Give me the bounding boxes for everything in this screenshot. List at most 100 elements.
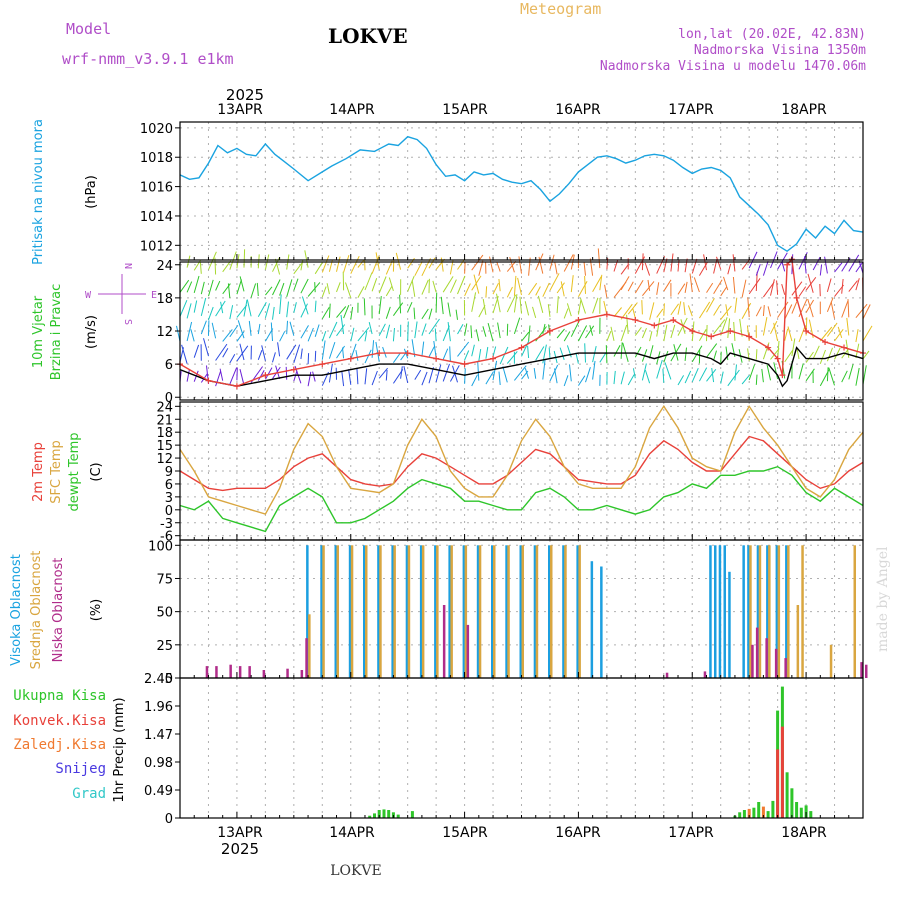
high_cloud-bar (590, 561, 594, 678)
wind-arrow (812, 345, 820, 359)
conv_precip-bar (776, 749, 780, 818)
wind-arrow (300, 259, 304, 271)
wind-arrow (264, 303, 270, 319)
wind-arrow (734, 297, 738, 313)
wind-arrow (321, 340, 326, 360)
wind-arrow (378, 323, 386, 336)
wind-arrow (755, 271, 758, 292)
low_cloud-bar (860, 662, 863, 678)
mid_cloud-bar (308, 614, 311, 678)
wind-arrow (248, 320, 252, 336)
low_cloud-bar (238, 666, 242, 678)
gust-marker (793, 294, 800, 301)
wind-arrow (506, 260, 517, 272)
y-tick-label: 9 (165, 465, 173, 480)
wind-arrow (342, 347, 345, 359)
wind-arrow (777, 252, 788, 270)
wind-arrow (499, 346, 509, 365)
high_cloud-bar (709, 545, 712, 678)
wind-arrow (378, 276, 387, 294)
mid_cloud-bar (407, 545, 411, 678)
wind-arrow (620, 276, 630, 291)
wind-arrow (677, 301, 682, 315)
wind-arrow (421, 308, 429, 320)
wind-arrow (848, 280, 858, 292)
wind-arrow (364, 349, 372, 364)
wind-arrow (784, 304, 793, 320)
wind-arrow (239, 368, 245, 386)
wind-arrow (285, 366, 288, 380)
wind-arrow (368, 321, 373, 335)
wind-arrow (798, 286, 807, 297)
wind-arrow (434, 328, 437, 342)
high_cloud-bar (742, 545, 745, 678)
wind-arrow (634, 327, 642, 336)
top-day-labels: 13APR 14APR 15APR 16APR 17APR 18APR (217, 102, 827, 118)
wind-arrow (585, 367, 591, 383)
wind-arrow (862, 350, 870, 360)
wind-arrow (442, 348, 449, 360)
gust-marker (347, 355, 354, 362)
wind-arrow (698, 329, 707, 341)
wind-arrow (279, 294, 282, 315)
wind-arrow (428, 367, 434, 384)
total_precip-bar (790, 788, 794, 818)
wind-arrow (517, 277, 522, 296)
chart-title: Meteogram (520, 0, 601, 18)
wind-arrow (256, 282, 259, 297)
wind-arrow (862, 325, 873, 342)
wind-arrow (535, 346, 545, 361)
wind-arrow (741, 279, 747, 298)
wind-arrow (781, 283, 786, 295)
wind-arrow (314, 350, 317, 362)
wind-arrow (229, 367, 238, 385)
wind-arrow (656, 255, 666, 274)
wind-arrow (687, 305, 693, 317)
wind-arrow (610, 326, 615, 341)
temp-ylabel: 2m Temp SFC Temp dewpt Temp (C) (31, 432, 104, 511)
wind-subtitle: Brzina i Pravac (49, 284, 64, 381)
high_cloud-bar (348, 545, 352, 678)
wind-arrow (513, 294, 518, 313)
wind-arrow (563, 331, 571, 342)
wind-arrow (336, 256, 341, 272)
wind-arrow (447, 322, 451, 342)
wind-arrow (748, 364, 756, 381)
wind-arrow (447, 302, 451, 317)
high_cloud-bar (718, 545, 722, 678)
wind-arrow (620, 371, 625, 385)
wind-arrow (407, 275, 415, 292)
wind-arrow (229, 325, 239, 338)
gust-marker (779, 372, 786, 379)
wind-arrow (464, 350, 470, 361)
wind-arrow (286, 301, 289, 318)
wind-arrow (400, 366, 403, 379)
wind-arrow (239, 276, 245, 292)
total_precip-bar (738, 812, 742, 818)
model-name: wrf-nmm_v3.9.1 e1km (62, 50, 234, 68)
wind-arrow (513, 275, 517, 296)
wind-arrow (382, 346, 387, 358)
total_precip-bar (804, 805, 808, 818)
wind-arrow (828, 367, 835, 386)
wind-arrow (641, 328, 647, 339)
wind-arrow (326, 283, 330, 295)
y-tick-label: 25 (156, 639, 173, 654)
wind-arrow (613, 307, 622, 318)
wind-arrow (485, 346, 489, 359)
model-label: Model (66, 20, 111, 38)
mid_cloud-bar (322, 545, 325, 678)
wind-arrow (691, 258, 698, 274)
precip-ylabel: 1hr Precip (mm) Ukupna Kisa Konvek.Kisa … (13, 688, 127, 803)
wind-arrow (819, 283, 821, 297)
wind-arrow (577, 299, 582, 315)
wind-arrow (392, 302, 404, 316)
wind-arrow (428, 308, 433, 320)
pressure-line (179, 135, 864, 253)
wind-arrow (407, 301, 413, 313)
mid_cloud-bar (507, 545, 510, 678)
wind-arrow (670, 324, 676, 339)
wind-arrow (321, 330, 327, 342)
precip-unit: 1hr Precip (mm) (112, 697, 127, 802)
compass-north: N (122, 263, 133, 269)
